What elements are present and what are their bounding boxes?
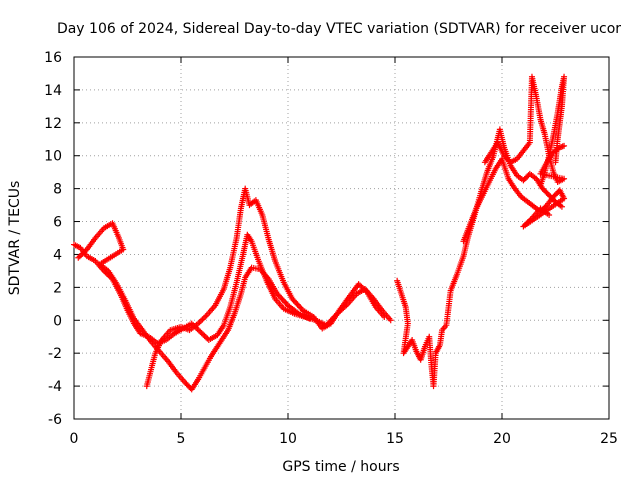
y-tick-label: 0: [53, 313, 62, 329]
y-tick-label: 16: [44, 50, 62, 66]
data-point: [552, 159, 559, 166]
x-tick-labels: 0 5 10 15 20 25: [70, 431, 618, 447]
y-tick-label: 14: [44, 83, 62, 99]
data-marks: [71, 73, 568, 393]
y-axis-title: SDTVAR / TECUs: [7, 181, 23, 296]
data-point: [200, 315, 207, 322]
y-tick-label: 12: [44, 116, 62, 132]
x-axis-title: GPS time / hours: [282, 459, 399, 475]
y-tick-label: -4: [48, 379, 62, 395]
data-point: [387, 317, 394, 324]
x-tick-label: 15: [386, 431, 404, 447]
chart-title: Day 106 of 2024, Sidereal Day-to-day VTE…: [57, 21, 621, 37]
y-tick-label: 8: [53, 182, 62, 198]
y-tick-label: -2: [48, 346, 62, 362]
data-point: [561, 142, 568, 149]
y-tick-label: -6: [48, 412, 62, 428]
series-track-5: [460, 156, 568, 245]
y-tick-label: 4: [53, 247, 62, 263]
grid: [74, 57, 609, 419]
plot-frame: [73, 56, 610, 420]
x-tick-label: 10: [279, 431, 297, 447]
y-tick-label: 10: [44, 149, 62, 165]
data-point: [201, 332, 208, 339]
x-tick-label: 25: [600, 431, 618, 447]
data-point: [381, 313, 388, 320]
series-track-2: [75, 220, 313, 393]
data-point: [546, 211, 553, 218]
series-track-4: [394, 126, 565, 390]
x-tick-label: 0: [70, 431, 79, 447]
data-point: [197, 317, 204, 324]
series-track-3: [143, 185, 388, 390]
series-track-7: [537, 73, 568, 189]
y-tick-labels: -6 -4 -2 0 2 4 6 8 10 12 14 16: [44, 50, 62, 428]
data-point: [202, 313, 209, 320]
axis-ticks: [73, 56, 610, 420]
x-tick-label: 5: [177, 431, 186, 447]
data-point: [200, 331, 207, 338]
x-tick-label: 20: [493, 431, 511, 447]
y-tick-label: 2: [53, 280, 62, 296]
data-point: [75, 254, 82, 261]
y-tick-label: 6: [53, 215, 62, 231]
data-point: [558, 203, 565, 210]
data-point: [197, 328, 204, 335]
data-point: [195, 327, 202, 334]
data-point: [199, 316, 206, 323]
data-point: [198, 330, 205, 337]
